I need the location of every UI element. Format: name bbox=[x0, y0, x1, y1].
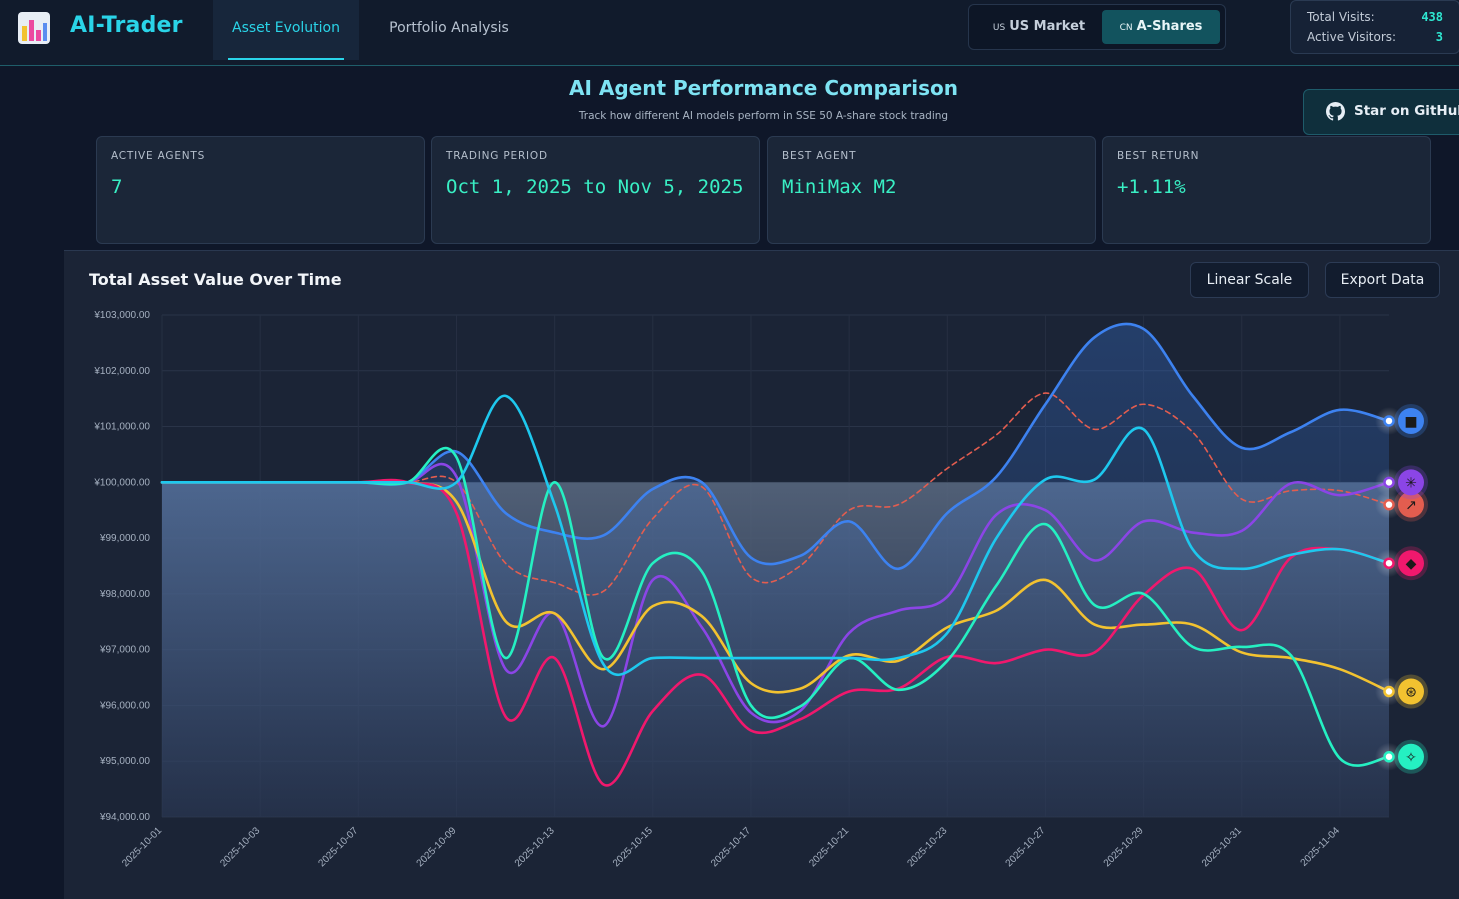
page-subtitle: Track how different AI models perform in… bbox=[578, 110, 949, 122]
stat-value: MiniMax M2 bbox=[782, 176, 897, 198]
market-switch: US US Market CN A-Shares bbox=[968, 4, 1226, 50]
end-marker-dot bbox=[1383, 498, 1395, 511]
total-visits-label: Total Visits: bbox=[1307, 10, 1375, 24]
chart-title: Total Asset Value Over Time bbox=[89, 270, 342, 289]
tab-portfolio-analysis[interactable]: Portfolio Analysis bbox=[376, 0, 522, 60]
y-tick-label: ¥99,000.00 bbox=[99, 533, 150, 544]
qwen-icon: ◆ bbox=[1406, 556, 1417, 572]
agent-icon-badge bbox=[1398, 550, 1424, 577]
x-tick-label: 2025-10-31 bbox=[1200, 825, 1244, 869]
star-on-github-label: Star on GitHub bbox=[1354, 103, 1459, 119]
agent-icon-badge bbox=[1398, 469, 1424, 496]
asset-value-chart: ¥94,000.00 ¥95,000.00 ¥96,000.00 ¥97,000.00… bbox=[93, 310, 1428, 869]
y-tick-label: ¥101,000.00 bbox=[93, 422, 150, 433]
stat-card-trading-period: TRADING PERIOD Oct 1, 2025 to Nov 5, 202… bbox=[431, 136, 760, 244]
visitor-stats: Total Visits: 438 Active Visitors: 3 bbox=[1290, 0, 1459, 54]
x-tick-label: 2025-10-27 bbox=[1004, 825, 1048, 869]
y-tick-label: ¥94,000.00 bbox=[99, 812, 150, 823]
series-area-minimax-icon bbox=[162, 323, 1389, 817]
tab-asset-evolution[interactable]: Asset Evolution bbox=[213, 0, 359, 60]
x-tick-label: 2025-10-23 bbox=[905, 825, 949, 869]
page-title: AI Agent Performance Comparison bbox=[568, 76, 959, 100]
stat-value: 7 bbox=[111, 176, 123, 198]
end-marker-dot bbox=[1383, 476, 1395, 489]
us-market-button[interactable]: US US Market bbox=[975, 10, 1103, 44]
minimax-icon: ■ bbox=[1404, 414, 1417, 430]
end-marker-dot bbox=[1383, 685, 1395, 698]
x-tick-label: 2025-11-04 bbox=[1299, 825, 1343, 869]
end-marker-dot bbox=[1383, 751, 1395, 763]
y-tick-label: ¥103,000.00 bbox=[93, 310, 150, 321]
stat-card-best-agent: BEST AGENT MiniMax M2 bbox=[767, 136, 1096, 244]
stat-value: Oct 1, 2025 to Nov 5, 2025 bbox=[446, 176, 744, 198]
end-marker-dot bbox=[1383, 415, 1395, 427]
stat-label: ACTIVE AGENTS bbox=[111, 150, 206, 162]
y-tick-label: ¥100,000.00 bbox=[93, 477, 150, 488]
x-tick-label: 2025-10-09 bbox=[415, 825, 459, 869]
star-on-github-button[interactable]: Star on GitHub bbox=[1303, 89, 1459, 135]
chart-panel: ¥94,000.00 ¥95,000.00 ¥96,000.00 ¥97,000.00… bbox=[64, 250, 1459, 899]
deepseek-icon: ✧ bbox=[1405, 750, 1417, 766]
cn-flag-icon: CN bbox=[1119, 23, 1133, 33]
stat-label: BEST AGENT bbox=[782, 150, 857, 162]
y-tick-label: ¥97,000.00 bbox=[99, 645, 150, 656]
x-tick-label: 2025-10-07 bbox=[316, 825, 360, 869]
active-visitors-value: 3 bbox=[1435, 30, 1443, 44]
export-data-button[interactable]: Export Data bbox=[1325, 262, 1440, 298]
end-marker-dot bbox=[1383, 557, 1395, 569]
x-tick-label: 2025-10-17 bbox=[709, 825, 753, 869]
agent-icon-badge bbox=[1398, 491, 1424, 518]
tab-asset-evolution-label: Asset Evolution bbox=[232, 20, 340, 36]
app-logo-icon bbox=[18, 12, 50, 44]
series-line-qwen-icon bbox=[160, 478, 1391, 787]
x-tick-label: 2025-10-15 bbox=[611, 825, 655, 869]
top-navigation-bar: AI-Trader Asset Evolution Portfolio Anal… bbox=[0, 0, 1459, 66]
total-visits-row: Total Visits: 438 bbox=[1307, 10, 1443, 24]
stat-card-best-return: BEST RETURN +1.11% bbox=[1102, 136, 1431, 244]
y-tick-label: ¥96,000.00 bbox=[99, 700, 150, 711]
active-tab-indicator bbox=[228, 58, 344, 60]
trend-icon: ↗ bbox=[1405, 498, 1417, 514]
sparkle-icon: ✳ bbox=[1405, 475, 1417, 491]
series-line-cyan-icon bbox=[160, 394, 1391, 677]
us-flag-icon: US bbox=[992, 23, 1006, 33]
agent-icon-badge bbox=[1398, 743, 1424, 770]
stat-label: TRADING PERIOD bbox=[446, 150, 548, 162]
x-tick-label: 2025-10-21 bbox=[807, 825, 851, 869]
linear-scale-button[interactable]: Linear Scale bbox=[1190, 262, 1309, 298]
tab-portfolio-analysis-label: Portfolio Analysis bbox=[389, 20, 509, 36]
x-tick-label: 2025-10-03 bbox=[218, 825, 262, 869]
y-tick-label: ¥95,000.00 bbox=[99, 756, 150, 767]
openai-icon: ⊛ bbox=[1405, 685, 1417, 701]
x-tick-label: 2025-10-13 bbox=[513, 825, 557, 869]
stat-card-active-agents: ACTIVE AGENTS 7 bbox=[96, 136, 425, 244]
us-market-label: US Market bbox=[1009, 19, 1086, 34]
app-title: AI-Trader bbox=[70, 13, 183, 38]
agent-icon-badge bbox=[1398, 407, 1424, 434]
x-tick-label: 2025-10-29 bbox=[1102, 825, 1146, 869]
github-icon bbox=[1326, 102, 1345, 121]
agent-icon-badge bbox=[1398, 678, 1424, 705]
active-visitors-label: Active Visitors: bbox=[1307, 30, 1397, 44]
stat-value: +1.11% bbox=[1117, 176, 1186, 198]
a-shares-label: A-Shares bbox=[1136, 19, 1203, 34]
y-tick-label: ¥102,000.00 bbox=[93, 366, 150, 377]
active-visitors-row: Active Visitors: 3 bbox=[1307, 30, 1443, 44]
y-tick-label: ¥98,000.00 bbox=[99, 589, 150, 600]
total-visits-value: 438 bbox=[1421, 10, 1443, 24]
stat-label: BEST RETURN bbox=[1117, 150, 1200, 162]
x-tick-label: 2025-10-01 bbox=[120, 825, 164, 869]
a-shares-button[interactable]: CN A-Shares bbox=[1102, 10, 1220, 44]
